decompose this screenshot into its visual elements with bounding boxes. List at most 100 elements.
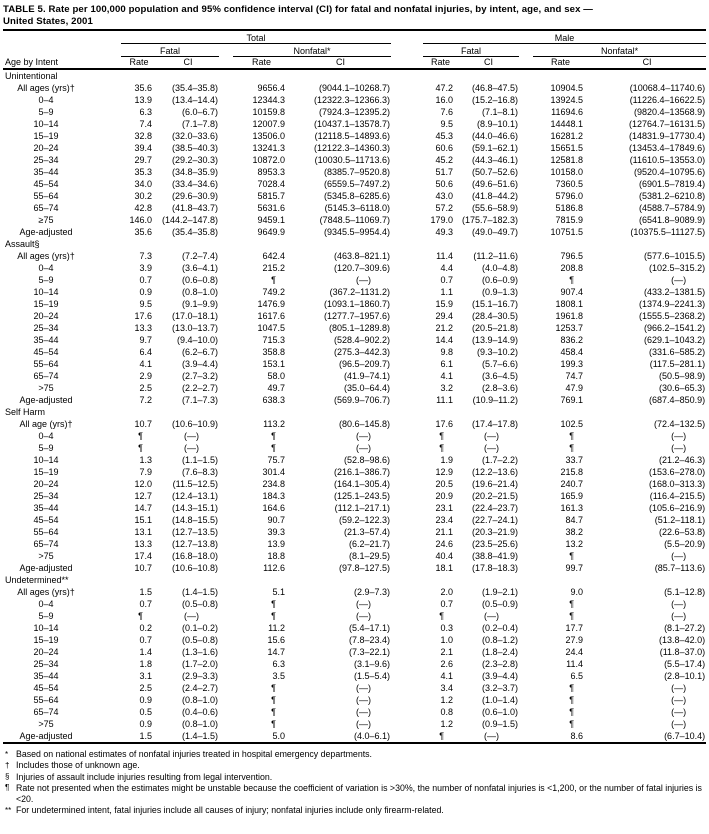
ci-cell: (1277.7–1957.6) (323, 311, 391, 322)
ci-cell: (5.1–12.8) (664, 587, 706, 598)
rate-cell: ¶ (138, 431, 143, 442)
row-label: 45–54 (33, 515, 59, 526)
table-header: Total Male Fatal Nonfatal* Fatal Nonfata… (3, 30, 707, 71)
col-male-nonfatal-ci: CI (588, 56, 707, 71)
ci-cell: (35.0–64.4) (343, 383, 391, 394)
rate-cell: 60.6 (435, 143, 454, 154)
table-row: Age-adjusted 1.5 (1.4–1.5) 5.0 (4.0–6.1) ¶ (—)… (3, 730, 706, 743)
ci-cell: (—) (356, 275, 372, 286)
rate-cell: 9649.9 (257, 227, 285, 238)
subgroup-male-fatal: Fatal (423, 43, 520, 57)
row-label: 65–74 (33, 707, 59, 718)
table-row: 55–64 13.1 (12.7–13.5) 39.3 (21.3–57.4) 21.1 (… (3, 526, 706, 538)
footnotes: * Based on national estimates of nonfata… (3, 749, 706, 816)
ci-cell: (—) (356, 611, 372, 622)
rate-cell: 90.7 (267, 515, 285, 526)
column-gap (519, 298, 533, 310)
column-gap (391, 226, 423, 238)
ci-cell: (—) (356, 431, 372, 442)
row-label: >75 (38, 551, 54, 562)
ci-cell: (102.5–315.2) (649, 263, 706, 274)
table-row: >75 2.5 (2.2–2.7) 49.7 (35.0–64.4) 3.2 (2.8–3.… (3, 382, 706, 394)
ci-cell: (23.5–25.6) (471, 539, 519, 550)
rate-cell: 17.7 (565, 623, 584, 634)
row-label: 15–19 (33, 299, 59, 310)
rate-cell: 12344.3 (252, 95, 285, 106)
column-gap (219, 358, 233, 370)
ci-cell: (85.7–113.6) (654, 563, 706, 574)
ci-cell: (14831.9–17730.4) (629, 131, 706, 142)
row-label: 10–14 (33, 623, 59, 634)
ci-cell: (41.8–44.2) (471, 191, 519, 202)
ci-cell: (17.0–18.1) (171, 311, 218, 322)
row-label: 20–24 (33, 647, 59, 658)
rate-cell: 301.4 (262, 467, 285, 478)
column-gap (391, 166, 423, 178)
rate-cell: 18.8 (267, 551, 285, 562)
row-label: 5–9 (38, 443, 54, 454)
column-gap (219, 82, 233, 94)
rate-cell: 240.7 (560, 479, 584, 490)
rate-cell: 10.7 (134, 563, 152, 574)
column-gap (391, 682, 423, 694)
ci-cell: (15.1–16.7) (471, 299, 519, 310)
ci-cell: (7.8–23.4) (349, 635, 391, 646)
ci-cell: (14.3–15.1) (171, 503, 218, 514)
column-gap (219, 490, 233, 502)
column-gap (219, 418, 233, 430)
column-gap (219, 166, 233, 178)
row-label: 35–44 (33, 671, 59, 682)
footnote-text: Injuries of assault include injuries res… (16, 771, 273, 782)
column-gap (391, 442, 423, 454)
column-gap (391, 286, 423, 298)
rate-cell: 153.1 (262, 359, 285, 370)
table-row: 20–24 1.4 (1.3–1.6) 14.7 (7.3–22.1) 2.1 (1.8–2… (3, 646, 706, 658)
ci-cell: (—) (184, 611, 199, 622)
section-header-row: Assault§ (3, 238, 706, 250)
ci-cell: (13.8–42.0) (659, 635, 706, 646)
ci-cell: (1555.5–2368.2) (639, 311, 706, 322)
column-gap (219, 250, 233, 262)
column-gap (219, 382, 233, 394)
row-label: 0–4 (38, 263, 54, 274)
rate-cell: 1476.9 (257, 299, 285, 310)
ci-cell: (7924.3–12395.2) (318, 107, 391, 118)
column-gap (219, 502, 233, 514)
ci-cell: (35.4–35.8) (171, 227, 218, 238)
rate-cell: 15.6 (267, 635, 285, 646)
ci-cell: (46.8–47.5) (471, 83, 519, 94)
table-row: 0–4 ¶ (—) ¶ (—) ¶ (—) ¶ (—) (3, 430, 706, 442)
rate-cell: 9.5 (440, 119, 454, 130)
rate-cell: 13.3 (134, 539, 152, 550)
rate-cell: 20.9 (435, 491, 454, 502)
column-gap (391, 202, 423, 214)
table-row: 35–44 9.7 (9.4–10.0) 715.3 (528.4–902.2) 14.4… (3, 334, 706, 346)
ci-cell: (433.2–1381.5) (644, 287, 706, 298)
rate-cell: 16281.2 (550, 131, 584, 142)
ci-cell: (10.6–10.8) (171, 563, 218, 574)
ci-cell: (—) (356, 443, 372, 454)
table-row: Age-adjusted 7.2 (7.1–7.3) 638.3 (569.9–706.… (3, 394, 706, 406)
table-row: ≥75 146.0 (144.2–147.8) 9459.1 (7848.5–11069… (3, 214, 706, 226)
table-row: 35–44 14.7 (14.3–15.1) 164.6 (112.1–217.1) 23… (3, 502, 706, 514)
row-label: 35–44 (33, 503, 59, 514)
row-label: 20–24 (33, 479, 59, 490)
rate-cell: 29.4 (435, 311, 454, 322)
ci-cell: (2.4–2.7) (181, 683, 218, 694)
ci-cell: (0.6–1.0) (482, 707, 519, 718)
ci-cell: (5145.3–6118.0) (324, 203, 391, 214)
rate-cell: ¶ (569, 443, 575, 454)
ci-cell: (19.6–21.4) (471, 479, 519, 490)
rate-cell: 39.4 (134, 143, 152, 154)
ci-cell: (10.6–10.9) (171, 419, 218, 430)
rate-cell: 4.4 (440, 263, 454, 274)
ci-cell: (50.7–52.6) (471, 167, 519, 178)
row-label: 5–9 (38, 611, 54, 622)
column-gap (519, 682, 533, 694)
table-row: 45–54 6.4 (6.2–6.7) 358.8 (275.3–442.3) 9.8 (9… (3, 346, 706, 358)
table-row: 25–34 1.8 (1.7–2.0) 6.3 (3.1–9.6) 2.6 (2.3–2.8… (3, 658, 706, 670)
rate-cell: 13241.3 (252, 143, 285, 154)
column-gap (219, 178, 233, 190)
column-gap (519, 478, 533, 490)
injury-rate-table: Total Male Fatal Nonfatal* Fatal Nonfata… (3, 29, 707, 745)
